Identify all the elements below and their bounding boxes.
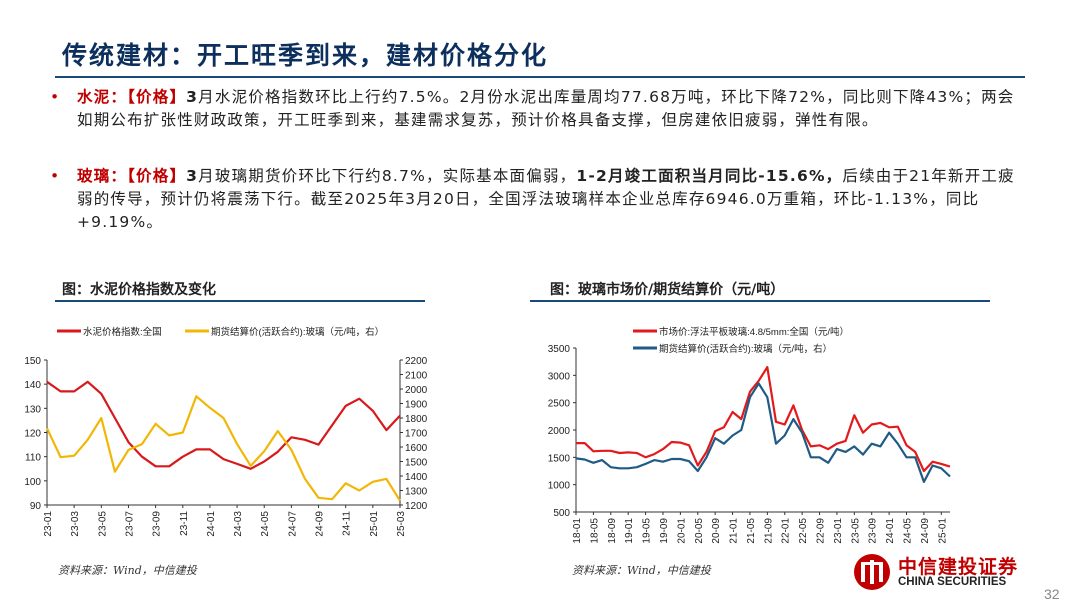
x-tick-label: 24-11 bbox=[342, 511, 353, 536]
company-logo: 中信建投证券 CHINA SECURITIES bbox=[852, 552, 1032, 592]
y-tick-label: 3000 bbox=[548, 371, 571, 382]
y2-tick-label: 1700 bbox=[405, 429, 428, 440]
series-line-1 bbox=[46, 395, 401, 502]
series-line-1 bbox=[575, 382, 951, 483]
y-tick-label: 130 bbox=[24, 404, 41, 415]
bullet-cement: • 水泥：【价格】3月水泥价格指数环比上行约7.5%。2月份水泥出库量周均77.… bbox=[50, 86, 1030, 132]
x-tick-label: 18-01 bbox=[572, 518, 583, 544]
y-tick-label: 2000 bbox=[548, 426, 571, 437]
y2-tick-label: 1400 bbox=[405, 472, 428, 483]
slide-title: 传统建材：开工旺季到来，建材价格分化 bbox=[62, 41, 549, 70]
logo-text-en: CHINA SECURITIES bbox=[898, 576, 1007, 588]
x-tick-label: 23-11 bbox=[179, 511, 190, 536]
citic-logo-icon bbox=[854, 554, 890, 590]
bullet-text-segment: 3 bbox=[186, 167, 199, 185]
bullet-text-segment: 3 bbox=[186, 88, 199, 106]
bullet-tag: 【价格】 bbox=[127, 167, 187, 185]
chart1-title: 图：水泥价格指数及变化 bbox=[62, 282, 216, 298]
bullet-label: 玻璃： bbox=[77, 167, 128, 185]
bullet-glass: • 玻璃：【价格】3月玻璃期货价环比下行约8.7%，实际基本面偏弱，1-2月竣工… bbox=[50, 165, 1030, 234]
x-tick-label: 24-01 bbox=[206, 511, 217, 537]
chart1-source: 资料来源：Wind，中信建投 bbox=[58, 564, 197, 577]
bullet-text-segment: 月水泥价格指数环比上行约7.5%。2月份水泥出库量周均77.68万吨，环比下降7… bbox=[77, 88, 1015, 129]
y-tick-label: 120 bbox=[24, 429, 41, 440]
x-tick-label: 25-01 bbox=[937, 518, 948, 544]
bullet-dot-icon: • bbox=[50, 88, 61, 106]
x-tick-label: 24-01 bbox=[885, 518, 896, 544]
x-tick-label: 24-05 bbox=[903, 518, 914, 544]
y2-tick-label: 1300 bbox=[405, 487, 428, 498]
y-tick-label: 90 bbox=[30, 501, 42, 512]
x-tick-label: 22-05 bbox=[798, 518, 809, 544]
x-tick-label: 20-01 bbox=[676, 518, 687, 544]
chart1-divider bbox=[55, 300, 425, 302]
x-tick-label: 24-07 bbox=[287, 511, 298, 537]
y2-tick-label: 1800 bbox=[405, 414, 428, 425]
x-tick-label: 18-09 bbox=[607, 518, 618, 544]
x-tick-label: 22-01 bbox=[781, 518, 792, 544]
logo-text-cn: 中信建投证券 bbox=[898, 556, 1019, 578]
x-tick-label: 19-05 bbox=[642, 518, 653, 544]
y2-tick-label: 1500 bbox=[405, 458, 428, 469]
legend-label-1: 期货结算价(活跃合约):玻璃（元/吨，右） bbox=[211, 326, 384, 338]
y-tick-label: 100 bbox=[24, 477, 41, 488]
y-tick-label: 500 bbox=[553, 508, 570, 519]
chart2-svg: 500 1000 1500 2000 2500 3000 3500 18-01 18-05 18-… bbox=[548, 326, 951, 544]
x-tick-label: 23-07 bbox=[124, 511, 135, 537]
x-tick-label: 24-09 bbox=[920, 518, 931, 544]
chart2-divider bbox=[530, 300, 990, 302]
x-tick-label: 23-01 bbox=[833, 518, 844, 544]
y-tick-label: 1500 bbox=[548, 453, 571, 464]
x-tick-label: 23-09 bbox=[868, 518, 879, 544]
x-tick-label: 20-05 bbox=[694, 518, 705, 544]
x-tick-label: 23-01 bbox=[43, 511, 54, 537]
series-line-0 bbox=[576, 365, 951, 473]
x-tick-label: 23-03 bbox=[70, 511, 81, 537]
x-tick-label: 23-09 bbox=[152, 511, 163, 537]
bullet-text-segment: 月玻璃期货价环比下行约8.7%，实际基本面偏弱， bbox=[198, 167, 577, 185]
y-tick-label: 2500 bbox=[548, 399, 571, 410]
title-divider bbox=[55, 76, 1025, 78]
x-tick-label: 25-03 bbox=[396, 511, 407, 537]
y2-tick-label: 2200 bbox=[405, 356, 428, 367]
y2-tick-label: 1200 bbox=[405, 501, 428, 512]
x-tick-label: 20-09 bbox=[711, 518, 722, 544]
bullet-text-segment: 后续由于21年新开工疲弱的传导，预计仍将震荡下行。截至2025年3月20日，全国… bbox=[77, 167, 1015, 231]
x-tick-label: 19-09 bbox=[659, 518, 670, 544]
bullet-tag: 【价格】 bbox=[127, 88, 187, 106]
y-tick-label: 1000 bbox=[548, 481, 571, 492]
y-tick-label: 140 bbox=[24, 380, 41, 391]
y-tick-label: 3500 bbox=[548, 344, 571, 355]
bullet-dot-icon: • bbox=[50, 167, 61, 185]
legend-label-0: 市场价:浮法平板玻璃:4.8/5mm:全国（元/吨） bbox=[659, 326, 849, 338]
x-tick-label: 24-05 bbox=[260, 511, 271, 537]
x-tick-label: 18-05 bbox=[589, 518, 600, 544]
x-tick-label: 23-05 bbox=[850, 518, 861, 544]
x-tick-label: 21-05 bbox=[746, 518, 757, 544]
x-tick-label: 24-03 bbox=[233, 511, 244, 537]
legend-label-0: 水泥价格指数:全国 bbox=[83, 326, 162, 338]
x-tick-label: 19-01 bbox=[624, 518, 635, 544]
x-tick-label: 23-05 bbox=[97, 511, 108, 537]
y-tick-label: 110 bbox=[25, 453, 41, 464]
y2-tick-label: 2100 bbox=[405, 371, 428, 382]
chart2-title: 图：玻璃市场价/期货结算价（元/吨） bbox=[550, 282, 785, 298]
legend-label-1: 期货结算价(活跃合约):玻璃（元/吨，右） bbox=[659, 343, 832, 355]
chart2-source: 资料来源：Wind，中信建投 bbox=[572, 564, 711, 577]
x-tick-label: 22-09 bbox=[816, 518, 827, 544]
bullet-text-segment: 1-2月竣工面积当月同比-15.6%， bbox=[576, 167, 843, 185]
x-tick-label: 25-01 bbox=[369, 511, 380, 537]
y2-tick-label: 2000 bbox=[405, 385, 428, 396]
y2-tick-label: 1600 bbox=[405, 443, 428, 454]
bullet-label: 水泥： bbox=[77, 88, 128, 106]
page-number: 32 bbox=[1044, 586, 1060, 602]
chart1-svg: 90 100 110 120 130 140 150 1200 1300 1400 1500 1600… bbox=[24, 326, 428, 537]
y2-tick-label: 1900 bbox=[405, 400, 428, 411]
x-tick-label: 24-09 bbox=[315, 511, 326, 537]
x-tick-label: 21-09 bbox=[763, 518, 774, 544]
series-line-0 bbox=[46, 380, 401, 470]
x-tick-label: 21-01 bbox=[729, 518, 740, 544]
y-tick-label: 150 bbox=[24, 356, 41, 367]
